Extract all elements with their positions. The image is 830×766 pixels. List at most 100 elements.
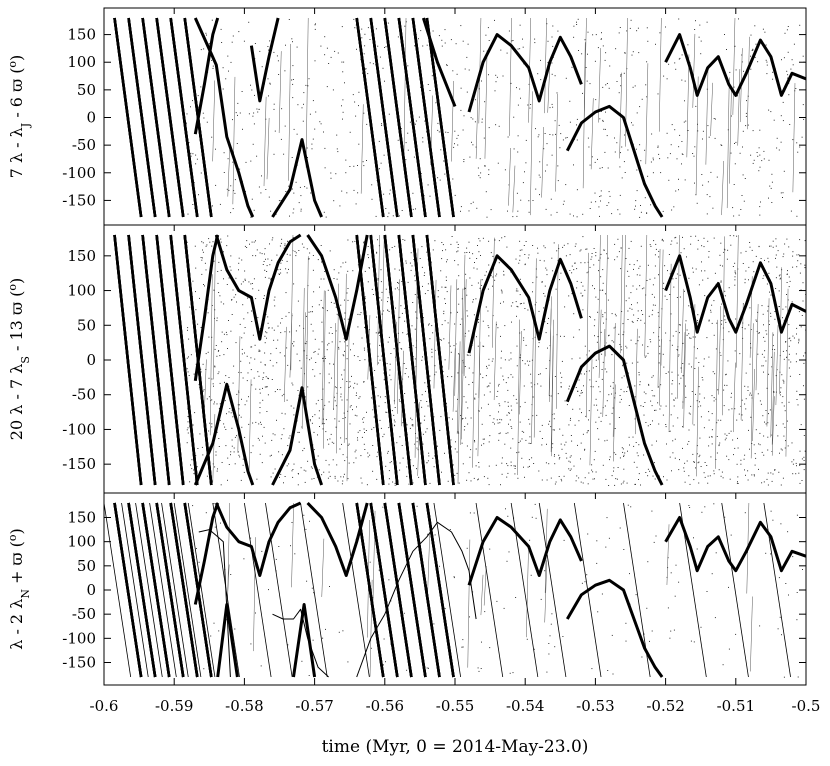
scatter-point [774,469,776,471]
scatter-point [338,420,340,422]
scatter-point [353,462,355,464]
scatter-point [343,61,345,63]
scatter-point [306,187,308,189]
scatter-point [292,41,293,43]
scatter-point [783,170,785,172]
scatter-point [427,290,429,291]
scatter-point [406,466,408,468]
scatter-point [578,420,580,422]
scatter-point [761,305,763,307]
scatter-point [369,343,371,345]
scatter-point [428,323,430,325]
scatter-point [728,586,729,588]
scatter-point [552,270,554,272]
scatter-point [476,336,477,338]
scatter-point [375,215,377,217]
scatter-point [592,478,594,480]
scatter-point [354,240,356,242]
scatter-point [757,393,759,395]
steep-thick-line [383,234,413,486]
scatter-point [528,364,530,366]
scatter-point [562,636,564,637]
scatter-point [625,285,627,287]
scatter-point [314,338,316,340]
scatter-point [324,54,326,56]
scatter-point [764,350,766,352]
scatter-point [740,463,742,465]
scatter-point [498,385,499,387]
scatter-point [796,465,797,467]
scatter-point [629,263,631,265]
scatter-point [484,274,486,276]
scatter-point [735,141,737,143]
scatter-point [530,373,532,375]
scatter-point [765,44,767,46]
scatter-point [538,374,540,375]
scatter-point [618,333,620,335]
scatter-point [271,379,273,380]
scatter-point [668,254,670,255]
scatter-point [347,478,349,480]
scatter-point [742,130,744,132]
scatter-point [584,39,586,41]
scatter-point [651,293,653,295]
scatter-point [657,402,659,404]
scatter-point [324,358,326,359]
scatter-point [382,436,384,438]
scatter-point [354,27,356,29]
scatter-point [230,330,232,332]
scatter-point [613,341,615,343]
scatter-point [259,350,261,352]
scatter-point [369,39,371,40]
y-tick-label: -50 [72,136,96,154]
scatter-point [518,451,520,453]
scatter-point [485,375,487,377]
scatter-point [697,462,699,464]
scatter-point [627,270,629,272]
scatter-point [711,436,713,438]
scatter-point [188,356,189,358]
scatter-point [523,337,525,339]
scatter-point [708,445,710,447]
scatter-point [228,411,230,413]
scatter-point [498,439,500,441]
scatter-point [681,163,682,165]
steep-thick-line [425,502,455,678]
scatter-point [561,480,563,482]
scatter-point [654,395,656,397]
scatter-point [473,512,475,514]
scatter-point [683,248,685,250]
scatter-point [769,291,770,293]
scatter-point [747,386,749,388]
scatter-point [288,437,290,439]
scatter-point [554,429,555,431]
scatter-point [764,421,765,423]
scatter-point [658,315,660,317]
scatter-point [344,318,345,320]
scatter-point [284,355,286,357]
scatter-point [214,401,215,403]
steep-thick-line [113,234,143,486]
scatter-point [640,245,642,247]
scatter-point [620,483,622,485]
scatter-point [477,167,479,169]
scatter-point [530,574,532,576]
scatter-point [385,411,387,413]
scatter-point [265,386,267,388]
scatter-point [426,251,428,253]
scatter-point [660,405,662,407]
scatter-point [325,459,327,461]
scatter-point [500,357,502,359]
scatter-point [681,54,683,56]
scatter-point [587,430,589,432]
scatter-point [604,312,606,314]
scatter-point [539,259,541,261]
scatter-point [779,394,781,396]
scatter-point [402,457,404,459]
scatter-streak [403,17,407,162]
scatter-point [720,144,722,146]
scatter-point [416,468,417,470]
scatter-point [546,274,548,276]
scatter-point [623,456,625,457]
scatter-point [569,461,571,463]
